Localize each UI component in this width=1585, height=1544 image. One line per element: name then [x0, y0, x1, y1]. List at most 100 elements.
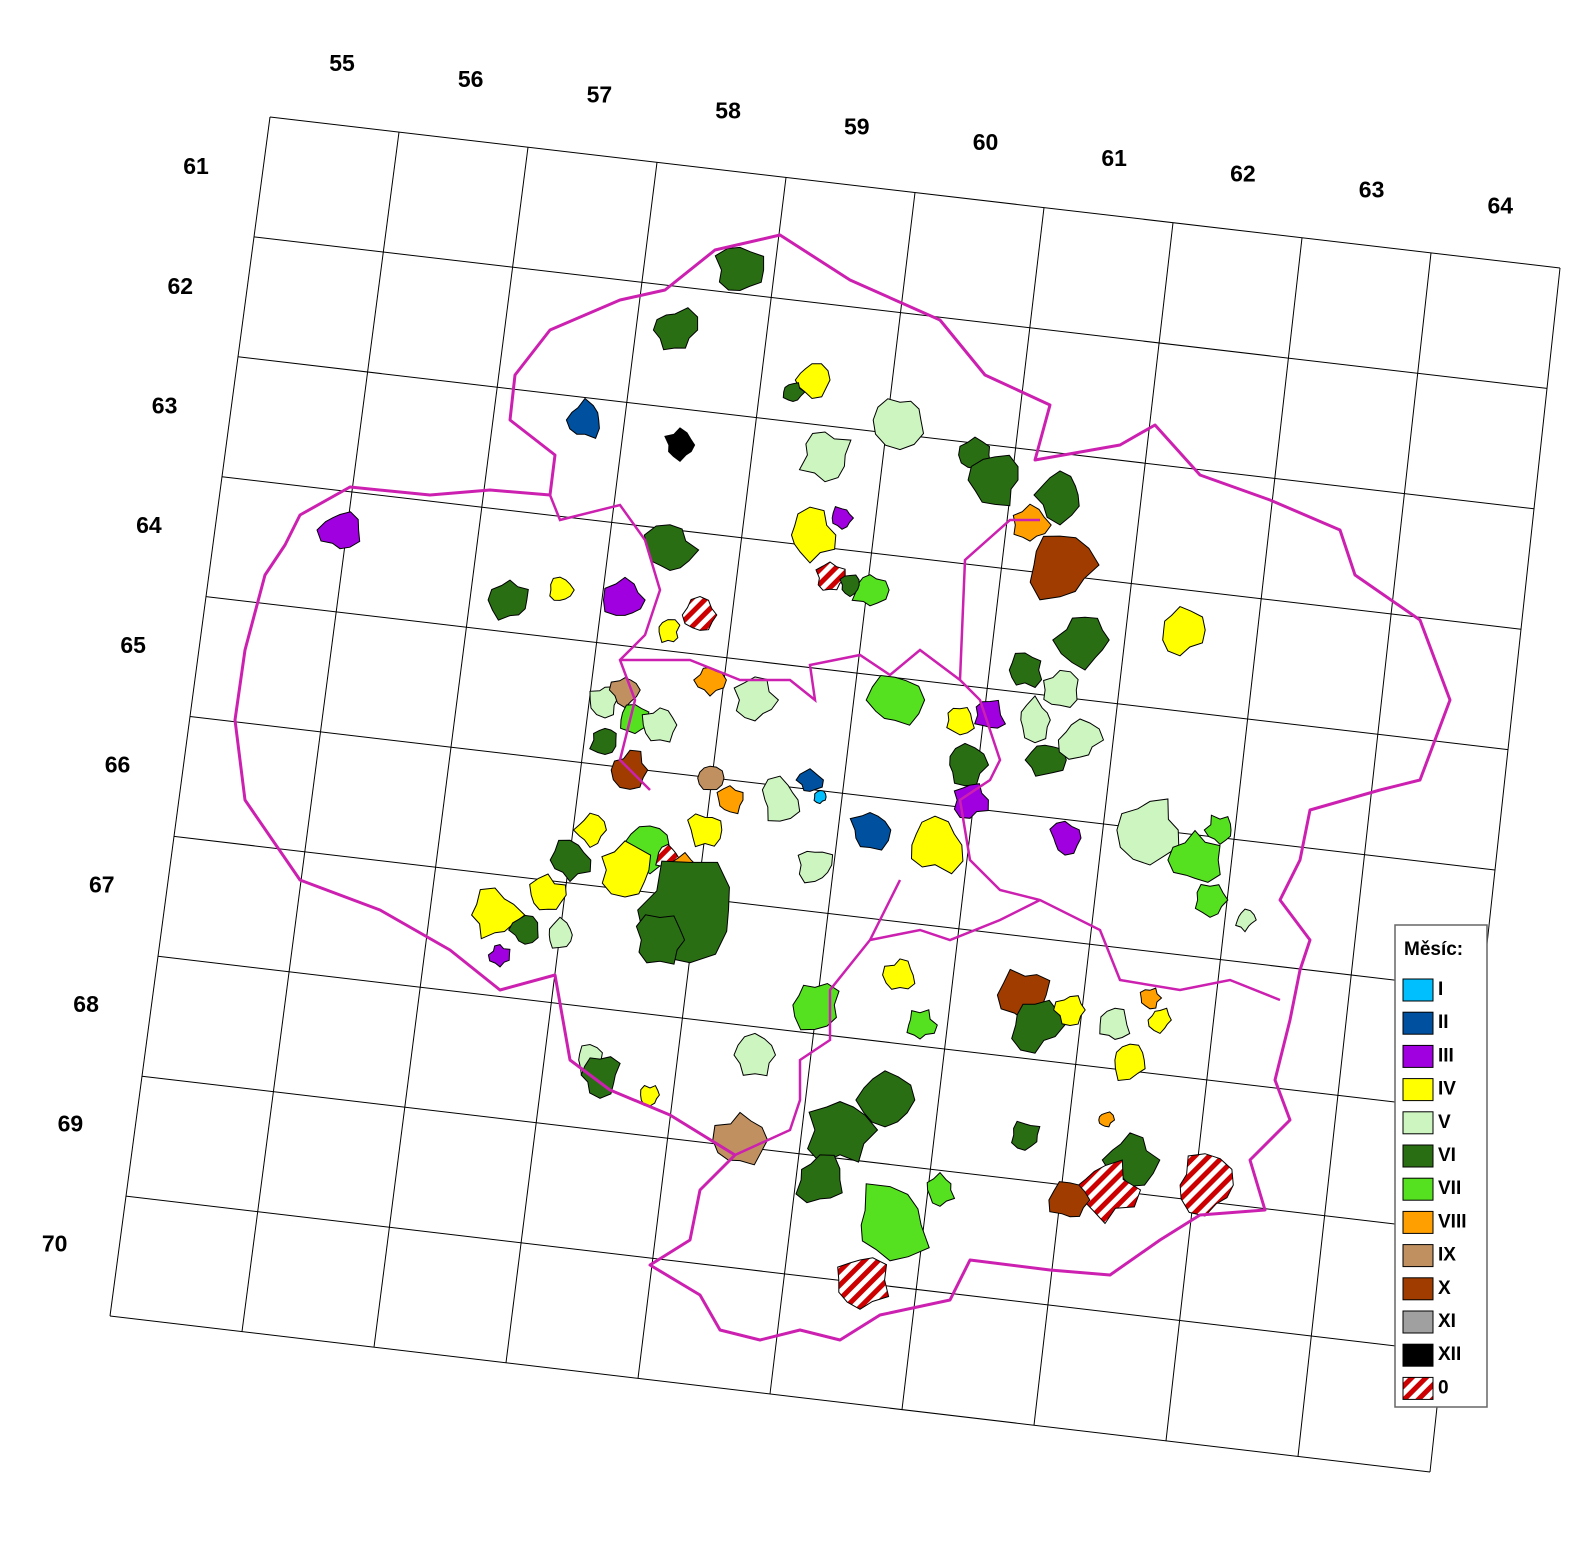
legend-swatch	[1402, 1376, 1434, 1400]
municipality-patch	[487, 944, 511, 968]
row-label: 70	[42, 1230, 68, 1256]
municipality-patch	[1116, 798, 1180, 866]
municipality-patch	[1048, 1181, 1091, 1218]
municipality-patch	[831, 505, 855, 530]
legend-swatch	[1402, 1343, 1434, 1367]
municipality-patch	[1167, 829, 1221, 883]
municipality-patch	[795, 1154, 843, 1204]
grid-line	[205, 596, 1509, 751]
column-label: 59	[844, 113, 870, 139]
column-label: 58	[715, 97, 741, 123]
municipality-patch	[797, 850, 834, 884]
municipality-patch	[798, 431, 852, 483]
municipality-patch	[813, 789, 827, 805]
grid-labels: 55 56 57 58 59 60 61 62 63 64 61 62 63 64 65 66 67 68 69 70	[42, 50, 1513, 1256]
column-label: 64	[1488, 192, 1514, 218]
municipality-patch	[1033, 470, 1080, 526]
patches	[316, 246, 1257, 1310]
municipality-patch	[733, 1032, 777, 1077]
municipality-patch	[946, 706, 975, 736]
grid-line	[157, 955, 1470, 1112]
legend-label: XII	[1438, 1344, 1461, 1365]
grid-line	[109, 1315, 1431, 1473]
municipality-patch	[815, 561, 846, 591]
column-label: 60	[973, 129, 999, 155]
row-label: 62	[168, 273, 194, 299]
legend-swatch	[1402, 1144, 1434, 1168]
legend-swatch	[1402, 1177, 1434, 1201]
municipality-patch	[548, 916, 573, 949]
legend-swatch	[1402, 1111, 1434, 1135]
legend-label: XI	[1438, 1311, 1456, 1332]
municipality-patch	[602, 576, 646, 616]
municipality-patch	[1049, 820, 1082, 856]
column-label: 63	[1359, 176, 1385, 202]
municipality-patch	[508, 914, 539, 945]
municipality-patch	[601, 840, 652, 898]
municipality-patch	[1114, 1043, 1146, 1082]
municipality-patch	[1012, 503, 1052, 542]
municipality-patch	[761, 775, 801, 822]
municipality-patch	[794, 363, 831, 400]
municipality-patch	[949, 742, 990, 787]
municipality-patch	[837, 1257, 890, 1310]
municipality-patch	[1011, 999, 1066, 1054]
legend-label: IX	[1438, 1245, 1456, 1266]
municipality-patch	[589, 727, 617, 756]
legend-label: III	[1438, 1045, 1454, 1066]
municipality-patch	[1235, 908, 1257, 933]
municipality-patch	[316, 511, 361, 550]
legend-swatch	[1402, 1078, 1434, 1102]
legend-swatch	[1402, 1044, 1434, 1068]
municipality-patch	[1008, 652, 1043, 689]
row-label: 65	[120, 632, 146, 658]
municipality-patch	[658, 619, 681, 644]
municipality-patch	[608, 677, 641, 709]
municipality-patch	[1024, 744, 1067, 777]
municipality-patch	[712, 1111, 769, 1166]
municipality-patch	[1162, 606, 1206, 657]
municipality-patch	[1053, 995, 1086, 1027]
legend-swatch	[1402, 1244, 1434, 1268]
municipality-patch	[910, 815, 964, 875]
municipality-patch	[974, 699, 1007, 729]
grid-line	[221, 476, 1522, 630]
municipality-patch	[1203, 814, 1232, 845]
municipality-patch	[1179, 1153, 1234, 1217]
column-label: 55	[329, 50, 355, 76]
municipality-patch	[792, 982, 840, 1031]
municipality-patch	[782, 382, 806, 403]
legend-label: I	[1438, 979, 1443, 1000]
grid-line	[189, 716, 1496, 871]
row-label: 67	[89, 871, 115, 897]
row-label: 61	[183, 153, 209, 179]
municipality-patch	[572, 812, 607, 849]
municipality-patch	[641, 707, 678, 743]
municipality-patch	[1098, 1111, 1116, 1128]
municipality-patch	[807, 1101, 879, 1164]
legend-label: VIII	[1438, 1211, 1467, 1232]
grid	[109, 116, 1561, 1473]
municipality-patch	[733, 676, 780, 722]
municipality-patch	[529, 873, 567, 911]
municipality-patch	[967, 454, 1019, 507]
municipality-patch	[882, 958, 916, 990]
row-label: 64	[136, 512, 162, 538]
municipality-patch	[549, 839, 592, 883]
municipality-patch	[681, 595, 718, 631]
grid-line	[173, 835, 1483, 991]
municipality-patch	[1029, 535, 1100, 601]
legend-label: II	[1438, 1012, 1449, 1033]
municipality-patch	[872, 398, 925, 451]
row-label: 69	[58, 1111, 84, 1137]
municipality-patch	[1057, 718, 1105, 760]
legend-label: VII	[1438, 1178, 1461, 1199]
municipality-patch	[716, 785, 744, 815]
municipality-patch	[1011, 1120, 1041, 1151]
municipality-patch	[1099, 1007, 1131, 1040]
legend-swatch	[1402, 1277, 1434, 1301]
column-label: 56	[458, 66, 484, 92]
grid-line	[141, 1075, 1457, 1232]
